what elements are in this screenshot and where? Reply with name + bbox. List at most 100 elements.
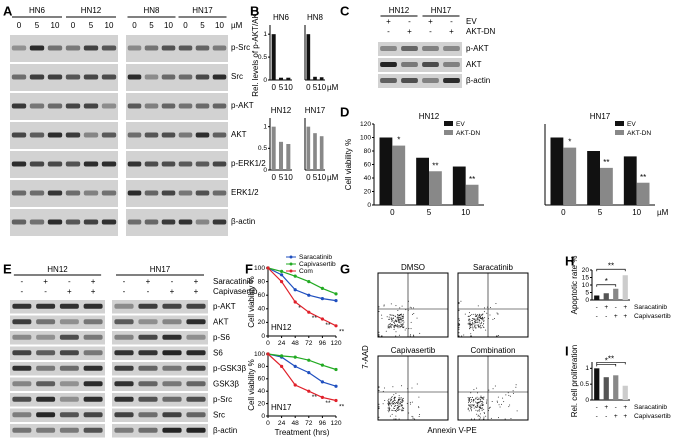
flow-dot [468, 318, 470, 320]
flow-dot [405, 327, 407, 329]
flow-dot [389, 408, 391, 410]
bar [452, 166, 466, 205]
blot-band [29, 103, 45, 109]
flow-dot [399, 322, 401, 324]
blot-band [114, 350, 134, 356]
flow-dot [470, 326, 472, 328]
flow-dot [390, 405, 392, 407]
flow-dot [494, 318, 496, 320]
blot-band [36, 319, 56, 325]
blot-band [59, 396, 79, 402]
flow-dot [391, 318, 393, 320]
flow-dot [489, 314, 491, 316]
blot-band [144, 45, 159, 51]
flow-dot [458, 328, 460, 330]
flow-dot [476, 324, 478, 326]
blot-band [83, 103, 99, 109]
flow-dot [468, 322, 470, 324]
flow-dot [469, 326, 471, 328]
blot-band [36, 303, 56, 309]
flow-dot [470, 322, 472, 324]
flow-dot [407, 309, 409, 311]
blot-strip [112, 393, 208, 407]
x-tick-label: 10 [317, 83, 326, 92]
sig-bracket [596, 268, 626, 272]
blot-band [178, 161, 193, 167]
flow-dot [509, 395, 511, 397]
flow-dot [472, 401, 474, 403]
flow-dot [470, 392, 472, 394]
flow-dot [402, 397, 404, 399]
flow-dot [478, 321, 480, 323]
blot-band [212, 219, 227, 225]
sign: + [407, 27, 412, 36]
flow-dot [395, 331, 397, 333]
flow-dot [393, 394, 395, 396]
flow-dot [508, 394, 510, 396]
y-tick-label: 10 [582, 282, 590, 289]
flow-dot [395, 418, 397, 420]
y-tick-label: 15 [582, 274, 590, 281]
flow-dot [395, 319, 397, 321]
dose-label: 0 [17, 21, 22, 30]
flow-dot [400, 401, 402, 403]
blot-band [101, 74, 117, 80]
flow-dot [475, 398, 477, 400]
flow-dot [467, 402, 469, 404]
blot-band [162, 396, 182, 402]
flow-dot [470, 405, 472, 407]
blot-band [47, 45, 63, 51]
x-tick-label: 5 [313, 173, 318, 182]
blot-band [83, 365, 103, 371]
blot-band [36, 427, 56, 433]
panel-label: G [340, 261, 350, 276]
flow-dot [480, 407, 482, 409]
flow-dot [481, 408, 483, 410]
flow-dot [400, 319, 402, 321]
blot-band [186, 381, 206, 387]
flow-dot [389, 407, 391, 409]
flow-dot [389, 314, 391, 316]
flow-dot [393, 407, 395, 409]
blot-band [101, 132, 117, 138]
flow-dot [458, 335, 460, 337]
flow-dot [478, 418, 480, 420]
flow-dot [398, 334, 400, 336]
point [307, 293, 311, 297]
y-tick-label: 60 [364, 161, 372, 168]
blot-strip [112, 331, 208, 345]
blot-band [101, 45, 117, 51]
y-tick-label: 100 [360, 134, 371, 141]
flow-dot [401, 385, 403, 387]
flow-dot [481, 319, 483, 321]
flow-dot [387, 327, 389, 329]
sign: + [386, 17, 391, 26]
blot-strip [10, 408, 105, 422]
group-label: HN17 [431, 6, 452, 15]
flow-dot [391, 314, 393, 316]
bar [594, 295, 600, 300]
blot-band [127, 103, 142, 109]
flow-dot [474, 315, 476, 317]
bar [603, 293, 609, 300]
flow-dot [391, 403, 393, 405]
flow-dot [467, 323, 469, 325]
flow-dot [470, 335, 472, 337]
flow-dot [471, 410, 473, 412]
flow-dot [507, 392, 509, 394]
flow-dot [471, 418, 473, 420]
flow-dot [468, 320, 470, 322]
flow-dot [400, 326, 402, 328]
flow-title: Combination [471, 346, 516, 355]
condition-label: Capivasertib [634, 413, 671, 420]
y-tick-label: 0.5 [580, 381, 589, 388]
flow-dot [419, 332, 421, 334]
flow-dot [392, 314, 394, 316]
blot-strip [112, 377, 208, 391]
flow-dot [399, 327, 401, 329]
flow-dot [398, 407, 400, 409]
blot-band [178, 45, 193, 51]
y-tick-label: 120 [360, 121, 371, 128]
dose-label: 5 [149, 21, 154, 30]
flow-dot [478, 318, 480, 320]
